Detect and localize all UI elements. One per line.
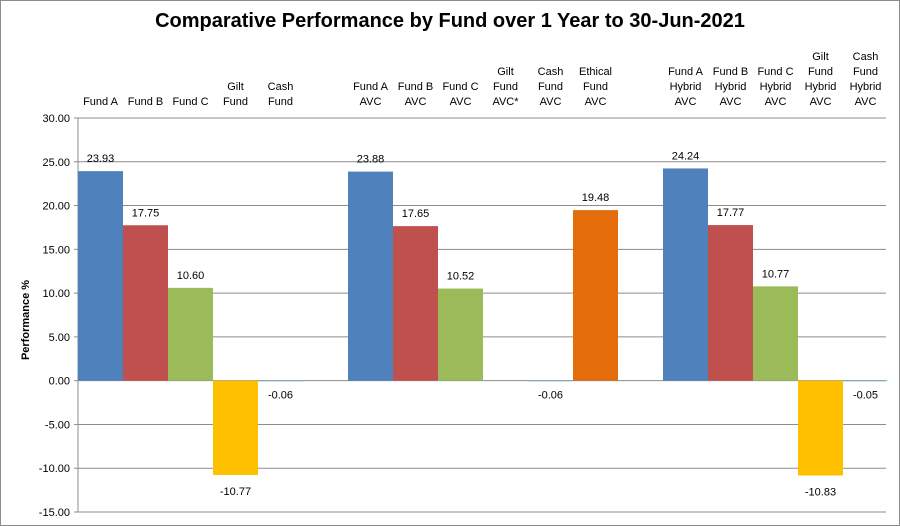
- category-label: Cash Fund Hybrid AVC: [850, 51, 882, 108]
- bars: [78, 168, 888, 476]
- bar: [753, 286, 798, 381]
- category-label: Fund A Hybrid AVC: [668, 66, 704, 108]
- y-tick-label: -15.00: [39, 507, 70, 519]
- data-label: -10.83: [805, 486, 836, 498]
- data-label: 10.52: [447, 271, 475, 283]
- y-tick-label: 15.00: [42, 244, 70, 256]
- category-label: Gilt Fund Hybrid AVC: [805, 51, 837, 108]
- bar: [663, 168, 708, 381]
- y-tick-label: -10.00: [39, 463, 70, 475]
- value-labels: 23.93 17.75 10.60 -10.77 -0.06 23.88 17.65 10.5…: [87, 150, 878, 498]
- category-label: Cash Fund AVC: [538, 66, 564, 108]
- data-label: -0.05: [853, 390, 878, 402]
- category-labels: Fund A Fund B Fund C Gilt Fund Cash Fund Fund A…: [83, 51, 881, 108]
- category-label: Fund B Hybrid AVC: [713, 66, 748, 108]
- data-label: -0.06: [538, 390, 563, 402]
- category-label: Fund C: [172, 96, 208, 108]
- category-label: Gilt Fund: [223, 81, 248, 108]
- category-label: Fund C Hybrid AVC: [757, 66, 793, 108]
- data-label: 23.93: [87, 153, 115, 165]
- bar: [393, 226, 438, 381]
- y-tick-label: 30.00: [42, 113, 70, 125]
- y-tick-label: -5.00: [45, 419, 70, 431]
- category-label: Fund B AVC: [398, 81, 433, 108]
- category-label: Fund C AVC: [442, 81, 478, 108]
- data-label: -10.77: [220, 486, 251, 498]
- data-label: 17.75: [132, 207, 160, 219]
- category-label: Ethical Fund AVC: [579, 66, 612, 108]
- data-label: 10.60: [177, 270, 205, 282]
- data-label: 24.24: [672, 150, 700, 162]
- category-label: Cash Fund: [268, 81, 294, 108]
- y-tick-label: 10.00: [42, 288, 70, 300]
- bar: [798, 380, 843, 476]
- bar: [438, 288, 483, 381]
- y-axis-label: Performance %: [20, 280, 32, 360]
- y-tick-label: 0.00: [49, 376, 70, 388]
- category-label: Fund A AVC: [353, 81, 389, 108]
- y-tick-label: 5.00: [49, 332, 70, 344]
- data-label: 17.77: [717, 207, 745, 219]
- category-label: Fund B: [128, 96, 163, 108]
- bar: [213, 380, 258, 475]
- bar: [123, 225, 168, 381]
- data-label: 19.48: [582, 192, 610, 204]
- y-tick-label: 25.00: [42, 157, 70, 169]
- chart-title: Comparative Performance by Fund over 1 Y…: [155, 10, 745, 32]
- y-tick-label: 20.00: [42, 201, 70, 213]
- bar: [78, 171, 123, 381]
- category-label: Fund A: [83, 96, 119, 108]
- bar: [348, 171, 393, 381]
- bar: [258, 380, 303, 382]
- bar: [528, 380, 573, 382]
- bar: [168, 287, 213, 381]
- bar: [708, 225, 753, 381]
- bar: [843, 380, 888, 382]
- data-label: 10.77: [762, 268, 790, 280]
- category-label: Gilt Fund AVC*: [492, 66, 519, 108]
- y-axis: 30.00 25.00 20.00 15.00 10.00 5.00 0.00 -5.00 -1…: [39, 113, 79, 519]
- bar: [573, 210, 618, 381]
- data-label: 23.88: [357, 154, 385, 166]
- data-label: -0.06: [268, 390, 293, 402]
- data-label: 17.65: [402, 208, 430, 220]
